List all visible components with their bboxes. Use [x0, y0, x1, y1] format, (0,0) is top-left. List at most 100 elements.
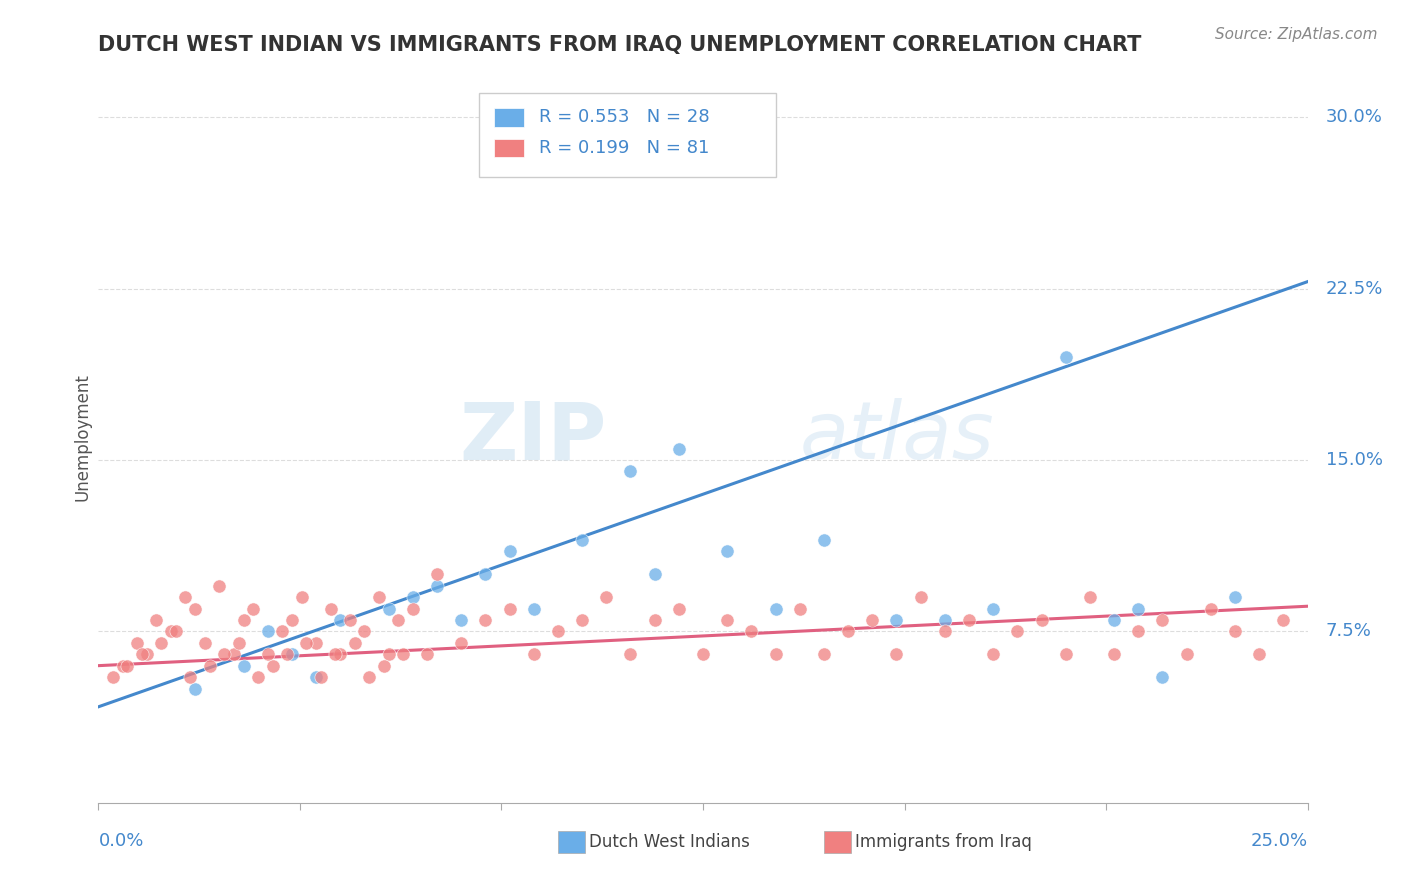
Point: [165, 624, 187, 639]
Point: [957, 613, 980, 627]
Point: [716, 544, 738, 558]
Point: [450, 636, 472, 650]
Point: [271, 624, 294, 639]
Point: [1152, 670, 1174, 684]
Point: [402, 601, 425, 615]
Text: Immigrants from Iraq: Immigrants from Iraq: [855, 832, 1032, 851]
Point: [262, 658, 284, 673]
Point: [619, 464, 641, 478]
Point: [325, 647, 347, 661]
Point: [194, 636, 217, 650]
Text: 30.0%: 30.0%: [1326, 108, 1382, 126]
Point: [359, 670, 381, 684]
Bar: [824, 830, 851, 853]
Point: [498, 601, 520, 615]
Point: [474, 567, 496, 582]
Point: [860, 613, 883, 627]
Point: [184, 681, 207, 696]
Point: [232, 613, 254, 627]
Point: [222, 647, 245, 661]
Point: [619, 647, 641, 661]
Point: [368, 590, 391, 604]
Point: [571, 613, 593, 627]
Point: [174, 590, 197, 604]
Point: [474, 613, 496, 627]
Point: [208, 579, 231, 593]
Point: [910, 590, 932, 604]
Bar: [494, 139, 524, 157]
Point: [150, 636, 173, 650]
Text: ZIP: ZIP: [458, 398, 606, 476]
Text: 0.0%: 0.0%: [98, 832, 143, 850]
Point: [886, 613, 908, 627]
Point: [339, 613, 361, 627]
Point: [426, 579, 449, 593]
Point: [886, 647, 908, 661]
Point: [1223, 624, 1246, 639]
Point: [305, 670, 328, 684]
Point: [1272, 613, 1295, 627]
Point: [813, 647, 835, 661]
Point: [934, 613, 956, 627]
Point: [276, 647, 298, 661]
Point: [117, 658, 139, 673]
Point: [668, 442, 690, 456]
Text: R = 0.553   N = 28: R = 0.553 N = 28: [538, 109, 709, 127]
Text: 15.0%: 15.0%: [1326, 451, 1382, 469]
Point: [247, 670, 270, 684]
Point: [547, 624, 569, 639]
Point: [309, 670, 332, 684]
Point: [765, 601, 787, 615]
Point: [668, 601, 690, 615]
Point: [595, 590, 617, 604]
Point: [740, 624, 762, 639]
Point: [232, 658, 254, 673]
Point: [523, 601, 546, 615]
Point: [716, 613, 738, 627]
Text: 7.5%: 7.5%: [1326, 623, 1372, 640]
Point: [692, 647, 714, 661]
Text: Dutch West Indians: Dutch West Indians: [589, 832, 751, 851]
Point: [387, 613, 409, 627]
Point: [1128, 624, 1150, 639]
Text: 25.0%: 25.0%: [1250, 832, 1308, 850]
Point: [1102, 613, 1125, 627]
Bar: [494, 108, 524, 127]
Point: [131, 647, 153, 661]
Point: [101, 670, 124, 684]
Point: [184, 601, 207, 615]
Point: [450, 613, 472, 627]
Point: [571, 533, 593, 547]
Point: [305, 636, 328, 650]
Text: R = 0.199   N = 81: R = 0.199 N = 81: [538, 139, 709, 157]
Point: [1054, 350, 1077, 364]
Point: [290, 590, 312, 604]
Point: [319, 601, 342, 615]
Point: [1175, 647, 1198, 661]
Point: [1031, 613, 1053, 627]
Point: [523, 647, 546, 661]
Text: DUTCH WEST INDIAN VS IMMIGRANTS FROM IRAQ UNEMPLOYMENT CORRELATION CHART: DUTCH WEST INDIAN VS IMMIGRANTS FROM IRA…: [98, 35, 1142, 54]
Point: [256, 647, 278, 661]
Point: [377, 647, 399, 661]
Point: [1007, 624, 1029, 639]
Point: [1102, 647, 1125, 661]
Point: [981, 601, 1004, 615]
Text: atlas: atlas: [800, 398, 994, 476]
Point: [295, 636, 318, 650]
Point: [765, 647, 787, 661]
Point: [135, 647, 157, 661]
Bar: [558, 830, 585, 853]
Point: [281, 613, 304, 627]
Point: [353, 624, 375, 639]
Point: [127, 636, 149, 650]
Point: [256, 624, 278, 639]
Point: [145, 613, 167, 627]
Point: [329, 647, 352, 661]
Point: [111, 658, 134, 673]
Point: [343, 636, 366, 650]
Text: 22.5%: 22.5%: [1326, 279, 1384, 298]
Point: [228, 636, 250, 650]
Point: [837, 624, 859, 639]
Point: [789, 601, 811, 615]
